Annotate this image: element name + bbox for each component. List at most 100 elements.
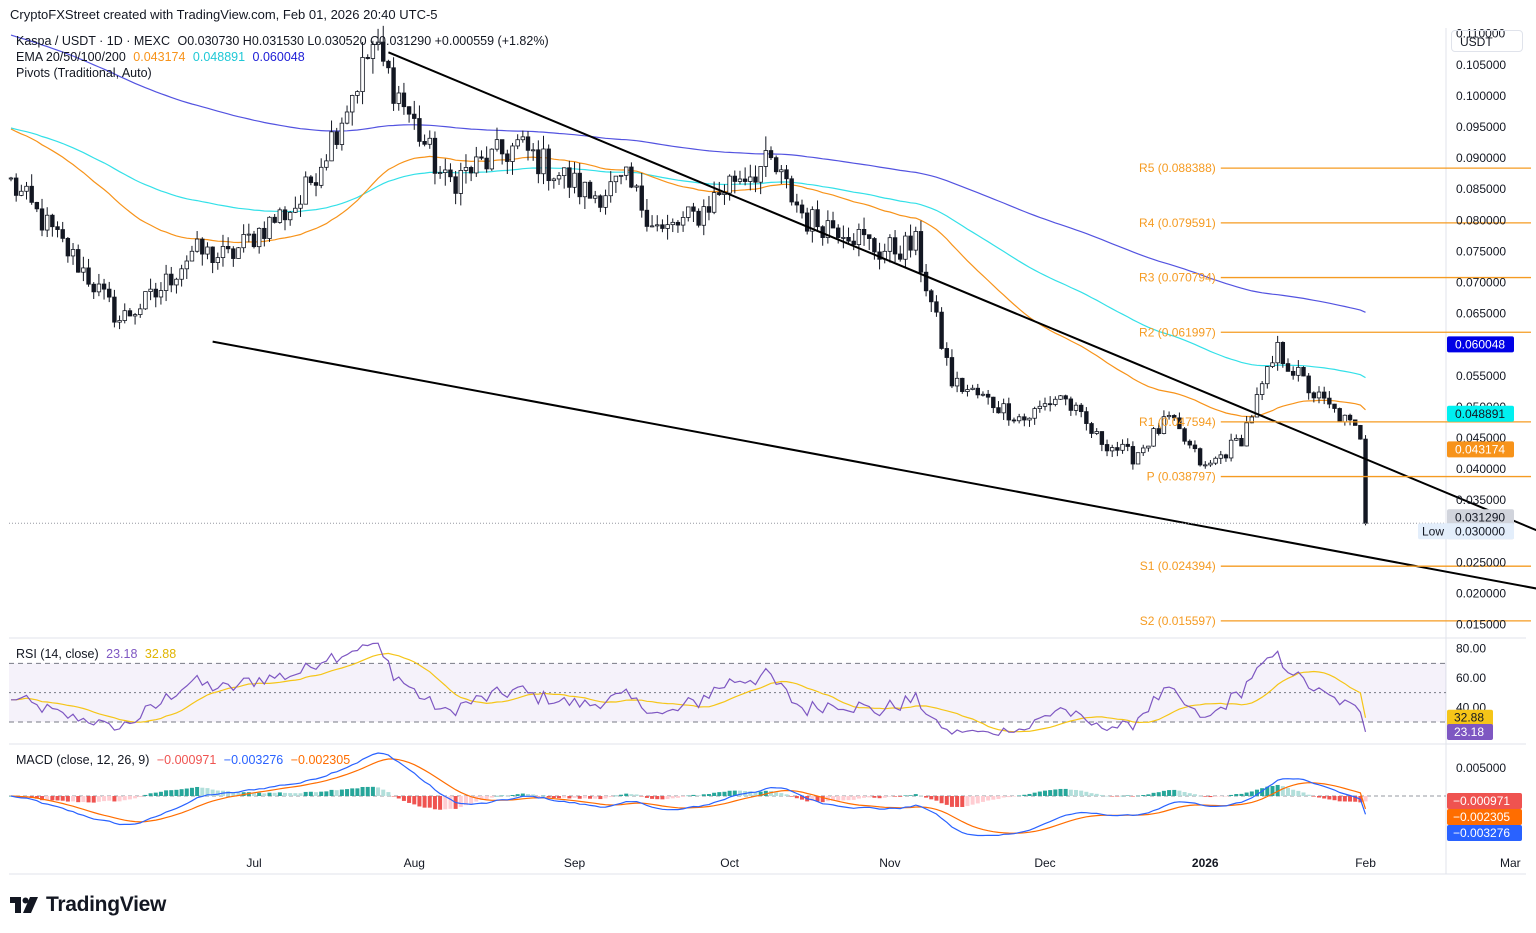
macd-line [10, 752, 1367, 837]
candle-down [1187, 440, 1192, 446]
macd-histogram-bar [918, 795, 923, 797]
macd-histogram-bar [867, 796, 872, 798]
macd-histogram-bar [1058, 788, 1063, 796]
macd-line-value: −0.003276 [223, 753, 284, 767]
macd-histogram-bar [1022, 794, 1027, 796]
macd-histogram-bar [1265, 786, 1270, 796]
candle-up [1259, 383, 1265, 395]
macd-histogram-bar [422, 796, 427, 808]
rsi-pane[interactable] [9, 642, 1446, 736]
macd-legend[interactable]: MACD (close, 12, 26, 9) −0.000971 −0.003… [16, 753, 354, 767]
candle-down [644, 209, 650, 227]
candle-down [107, 288, 112, 298]
price-pane[interactable]: R5 (0.088388) R4 (0.079591) R3 (0.070794) R… [8, 25, 1536, 628]
candle-down [1239, 437, 1244, 447]
macd-histogram-bar [1249, 791, 1254, 796]
macd-histogram-bar [76, 796, 81, 803]
candle-up [8, 177, 14, 180]
candle-down [1011, 419, 1017, 422]
candle-up [1037, 405, 1043, 409]
candle-down [587, 181, 593, 199]
candle-down [386, 60, 391, 69]
macd-histogram-bar [1115, 796, 1120, 797]
macd-histogram-bar [1208, 796, 1213, 798]
candle-down [525, 136, 531, 151]
macd-histogram-bar [45, 796, 50, 801]
candle-down [944, 348, 949, 358]
macd-histogram-bar [267, 792, 272, 796]
candle-down [908, 235, 913, 251]
candle-up [122, 310, 127, 321]
time-axis[interactable]: Jul Aug Sep Oct Nov Dec 2026 Feb Mar [246, 856, 1520, 870]
macd-histogram-bar [551, 796, 556, 799]
macd-histogram-bar [174, 789, 179, 796]
candle-down [1337, 408, 1342, 423]
tradingview-logo[interactable]: TradingView [10, 893, 166, 917]
candle-down [13, 177, 19, 196]
time-tick-label: Jul [246, 856, 261, 870]
macd-histogram-bar [148, 793, 153, 796]
macd-histogram-bar [598, 796, 603, 800]
candle-up [143, 291, 148, 310]
macd-histogram-bar [500, 795, 505, 797]
candle-up [1032, 408, 1037, 419]
macd-histogram-bar [133, 796, 138, 799]
candle-down [717, 192, 722, 195]
candle-down [1099, 431, 1105, 445]
macd-histogram-bar [774, 792, 779, 796]
candle-down [867, 234, 872, 239]
price-axis[interactable]: 0.1100000.1050000.1000000.0950000.090000… [1418, 27, 1522, 841]
ema-legend[interactable]: EMA 20/50/100/200 0.043174 0.048891 0.06… [16, 50, 309, 64]
rsi-legend[interactable]: RSI (14, close) 23.18 32.88 [16, 647, 180, 661]
macd-histogram-bar [634, 794, 639, 796]
macd-histogram-bar [1192, 794, 1197, 796]
macd-histogram-bar [898, 796, 903, 797]
macd-histogram-bar [164, 790, 169, 796]
candle-down [484, 157, 489, 170]
macd-histogram-bar [970, 796, 975, 805]
pivot-label: R1 (0.047594) [1139, 415, 1216, 429]
macd-histogram-bar [1089, 793, 1094, 796]
macd-histogram-bar [494, 795, 499, 797]
macd-histogram-bar [619, 794, 624, 796]
macd-histogram-bar [210, 789, 215, 796]
candle-down [985, 393, 991, 398]
macd-histogram-bar [820, 796, 825, 803]
candle-down [1177, 417, 1182, 430]
currency-button[interactable]: USDT [1451, 30, 1523, 52]
candle-down [1068, 398, 1074, 411]
candle-down [127, 310, 133, 317]
ema100-badge: 0.048891 [1447, 405, 1514, 422]
candle-up [1161, 416, 1167, 434]
symbol-legend[interactable]: Kaspa / USDT · 1D · MEXC O0.030730 H0.03… [16, 34, 553, 48]
macd-histogram-bar [924, 796, 929, 798]
time-tick-label: Sep [564, 856, 586, 870]
candle-down [1084, 411, 1089, 424]
macd-histogram-bar [949, 796, 954, 807]
candle-down [1280, 341, 1286, 364]
macd-histogram-bar [582, 796, 587, 799]
macd-pane[interactable] [9, 752, 1446, 837]
pivots-legend[interactable]: Pivots (Traditional, Auto) [16, 66, 156, 80]
candle-up [1120, 443, 1125, 451]
macd-histogram-bar [1280, 786, 1285, 796]
macd-histogram-bar [1156, 792, 1161, 796]
candle-up [572, 172, 577, 188]
price-tick-label: 0.025000 [1456, 555, 1506, 569]
candle-down [629, 166, 634, 188]
macd-histogram-bar [836, 796, 841, 801]
candle-down [753, 176, 758, 183]
candle-down [1182, 428, 1187, 442]
candle-up [241, 234, 246, 249]
macd-histogram-bar [479, 796, 484, 800]
price-tick-label: 0.035000 [1456, 493, 1506, 507]
candle-down [55, 226, 60, 230]
candle-up [913, 231, 918, 251]
macd-histogram-bar [1342, 796, 1347, 802]
candle-down [39, 208, 45, 231]
candle-up [344, 111, 350, 124]
macd-histogram-bar [334, 790, 339, 796]
macd-histogram-bar [572, 796, 577, 798]
candle-down [536, 149, 541, 175]
